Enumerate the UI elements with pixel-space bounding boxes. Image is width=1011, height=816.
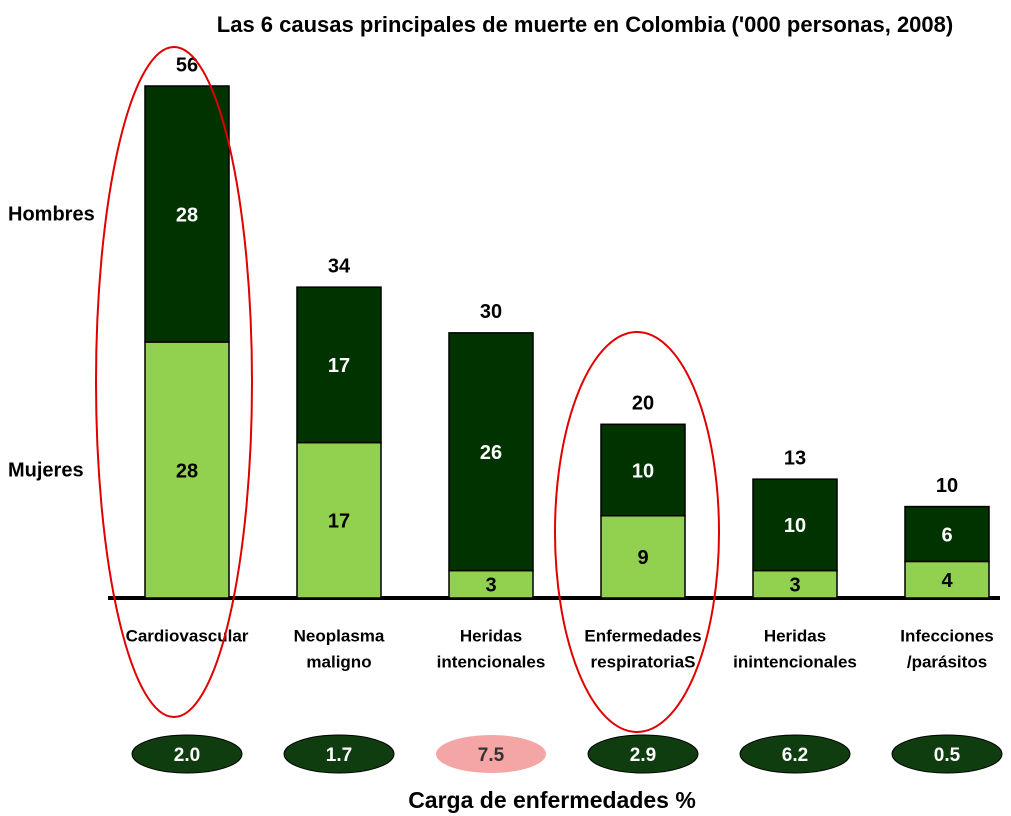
x-tick-label: intencionales <box>437 652 546 671</box>
bar-segment <box>600 423 686 517</box>
bar-segment <box>600 514 686 599</box>
bar-segment <box>752 478 838 572</box>
x-tick-label: respiratoriaS <box>591 652 696 671</box>
x-tick-label: Cardiovascular <box>126 626 249 645</box>
bar-segment <box>296 286 382 444</box>
segment-label: 17 <box>328 355 350 377</box>
highlight <box>95 46 253 718</box>
series-label: Hombres <box>8 203 95 225</box>
total-label: 56 <box>176 54 198 76</box>
segment-label: 3 <box>789 575 800 597</box>
total-label: 20 <box>632 393 654 415</box>
segment-label: 3 <box>485 575 496 597</box>
burden-label: 2.9 <box>630 745 656 766</box>
x-tick-label: Heridas <box>764 626 826 645</box>
burden-title: Carga de enfermedades % <box>408 787 696 813</box>
segment-label: 9 <box>637 547 648 569</box>
bar-segment <box>752 569 838 599</box>
segment-label: 28 <box>176 460 198 482</box>
x-tick-label: maligno <box>306 652 371 671</box>
burden-label: 7.5 <box>478 745 505 766</box>
segment-label: 10 <box>632 460 654 482</box>
x-tick-label: inintencionales <box>733 652 857 671</box>
total-label: 30 <box>480 301 502 323</box>
burden-label: 6.2 <box>782 745 808 766</box>
series-label: Mujeres <box>8 459 84 481</box>
burden-badge <box>739 734 851 774</box>
segment-label: 10 <box>784 515 806 537</box>
burden-badge <box>131 734 243 774</box>
burden-label: 2.0 <box>174 745 200 766</box>
x-tick-label: Enfermedades <box>584 626 701 645</box>
segment-label: 17 <box>328 511 350 533</box>
x-tick-label: Heridas <box>460 626 522 645</box>
segment-label: 26 <box>480 442 502 464</box>
total-label: 13 <box>784 447 806 469</box>
total-label: 10 <box>936 475 958 497</box>
segment-label: 28 <box>176 204 198 226</box>
burden-label: 1.7 <box>326 745 352 766</box>
burden-badge <box>587 734 699 774</box>
x-tick-label: Neoplasma <box>294 626 385 645</box>
x-tick-label: Infecciones <box>900 626 994 645</box>
x-tick-label: /parásitos <box>907 652 987 671</box>
burden-label: 0.5 <box>934 745 961 766</box>
burden-badge <box>283 734 395 774</box>
bar-segment <box>904 505 990 563</box>
burden-badge <box>891 734 1003 774</box>
chart-title: Las 6 causas principales de muerte en Co… <box>216 12 954 37</box>
bar-segment <box>448 332 534 572</box>
bar-segment <box>144 85 230 343</box>
bar-segment <box>904 560 990 599</box>
burden-badge <box>436 735 546 773</box>
segment-label: 6 <box>941 524 952 546</box>
bar-segment <box>296 441 382 599</box>
bar-segment <box>448 569 534 599</box>
segment-label: 4 <box>941 570 953 592</box>
highlight <box>554 331 720 733</box>
total-label: 34 <box>328 255 351 277</box>
bar-segment <box>144 341 230 599</box>
